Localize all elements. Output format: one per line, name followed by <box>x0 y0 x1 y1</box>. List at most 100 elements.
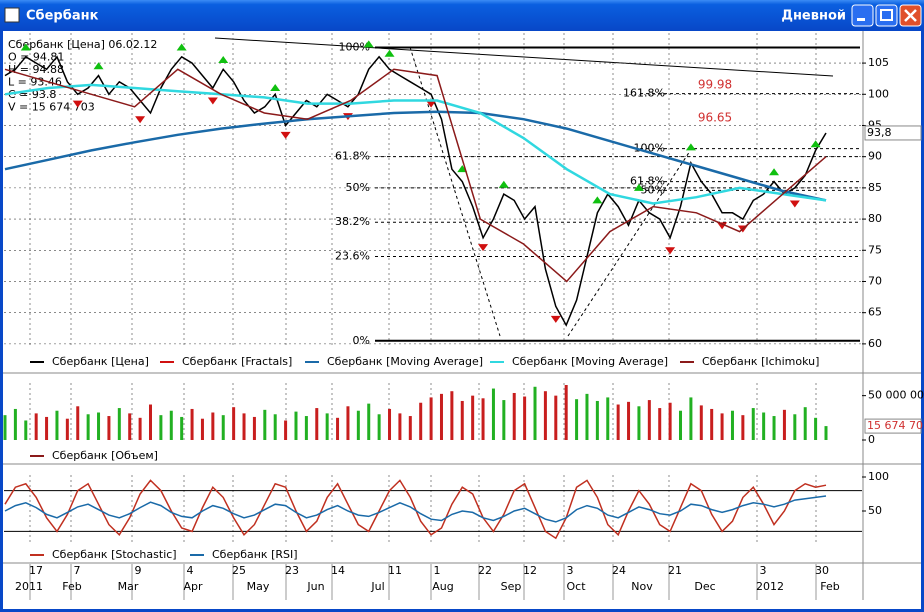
window-mode[interactable]: Дневной <box>781 9 846 24</box>
volume-bar <box>200 418 204 440</box>
volume-bar <box>689 397 693 440</box>
volume-bar <box>481 398 485 440</box>
volume-bar <box>211 412 215 440</box>
volume-bar <box>523 396 527 440</box>
y-tick-label: 70 <box>868 274 882 287</box>
day-label: 17 <box>29 564 43 577</box>
month-label: Jun <box>306 580 324 593</box>
y-tick-label: 80 <box>868 212 882 225</box>
fractal-up <box>218 55 229 63</box>
day-label: 3 <box>567 564 574 577</box>
volume-bar <box>543 391 547 440</box>
volume-bar <box>772 416 776 440</box>
month-label: Jul <box>370 580 384 593</box>
fractal-up <box>363 40 374 48</box>
fractal-up <box>498 180 509 188</box>
day-label: 14 <box>331 564 345 577</box>
y-tick-label: 90 <box>868 150 882 163</box>
legend-area <box>3 350 921 376</box>
volume-bar <box>450 391 454 440</box>
y-tick-label: 100 <box>868 87 889 100</box>
last-value-box <box>864 418 922 434</box>
volume-bar <box>720 413 724 440</box>
volume-bar <box>336 417 340 440</box>
volume-bar <box>3 415 7 440</box>
volume-bar <box>148 404 152 440</box>
series-line <box>4 55 827 327</box>
volume-bar <box>408 416 412 440</box>
day-label: 9 <box>135 564 142 577</box>
y-tick-label: 85 <box>868 181 882 194</box>
fractal-down <box>789 200 800 208</box>
volume-bar <box>668 402 672 440</box>
volume-bar <box>398 413 402 440</box>
legend-label: Сбербанк [Ichimoku] <box>702 355 819 368</box>
fib-label: 161.8% <box>623 87 665 100</box>
annotation: 99.98 <box>698 78 732 92</box>
volume-bar <box>793 414 797 440</box>
volume-bar <box>169 410 173 440</box>
day-label: 22 <box>478 564 492 577</box>
fractal-up <box>457 165 468 173</box>
series-line <box>4 68 827 283</box>
volume-bar <box>637 406 641 440</box>
day-label: 24 <box>612 564 626 577</box>
close-icon <box>904 9 917 22</box>
volume-bar <box>76 406 80 440</box>
app-icon <box>4 7 20 23</box>
volume-bar <box>595 400 599 440</box>
y-tick-label: 50 000 000 <box>868 389 924 402</box>
y-tick-label: 100 <box>868 470 889 483</box>
month-label: 2011 <box>15 580 43 593</box>
fractal-up <box>592 196 603 204</box>
maximize-button[interactable] <box>875 4 898 27</box>
volume-bar <box>762 412 766 440</box>
volume-bar <box>242 413 246 440</box>
month-label: Dec <box>694 580 715 593</box>
fractal-up <box>685 143 696 151</box>
last-value-label: 15 674 703 <box>867 419 924 432</box>
volume-bar <box>273 414 277 440</box>
volume-bar <box>86 414 90 440</box>
volume-bar <box>814 417 818 440</box>
info-line: H = 94.88 <box>8 63 64 76</box>
fractal-down <box>665 247 676 255</box>
minimize-button[interactable] <box>851 4 874 27</box>
volume-bar <box>377 414 381 440</box>
y-tick-label: 65 <box>868 306 882 319</box>
volume-bar <box>699 405 703 440</box>
fib-label: 100% <box>339 40 370 53</box>
volume-bar <box>346 406 350 440</box>
volume-bar <box>564 385 568 440</box>
day-label: 25 <box>232 564 246 577</box>
volume-bar <box>502 400 506 440</box>
fib-label: 38.2% <box>335 215 370 228</box>
month-label: Nov <box>631 580 653 593</box>
month-label: 2012 <box>756 580 784 593</box>
volume-bar <box>367 403 371 440</box>
fib-label: 23.6% <box>335 250 370 263</box>
volume-bar <box>439 393 443 440</box>
month-label: Sep <box>501 580 522 593</box>
info-line: L = 93.46 <box>8 76 62 89</box>
y-tick-label: 75 <box>868 243 882 256</box>
volume-bar <box>45 416 49 440</box>
volume-bar <box>221 415 225 440</box>
volume-bar <box>491 388 495 440</box>
volume-bar <box>190 408 194 440</box>
y-tick-label: 0 <box>868 433 875 446</box>
volume-bar <box>471 395 475 440</box>
volume-bar <box>741 415 745 440</box>
volume-bar <box>24 420 28 440</box>
fib-label: 0% <box>353 334 370 347</box>
fractal-up <box>810 140 821 148</box>
last-value-label: 93,8 <box>867 126 892 139</box>
volume-bar <box>627 401 631 440</box>
minimize-icon <box>857 18 865 21</box>
volume-bar <box>460 400 464 440</box>
legend-label: Сбербанк [RSI] <box>212 548 298 561</box>
last-value-box <box>864 125 922 141</box>
volume-bar <box>429 397 433 440</box>
month-label: Apr <box>183 580 203 593</box>
